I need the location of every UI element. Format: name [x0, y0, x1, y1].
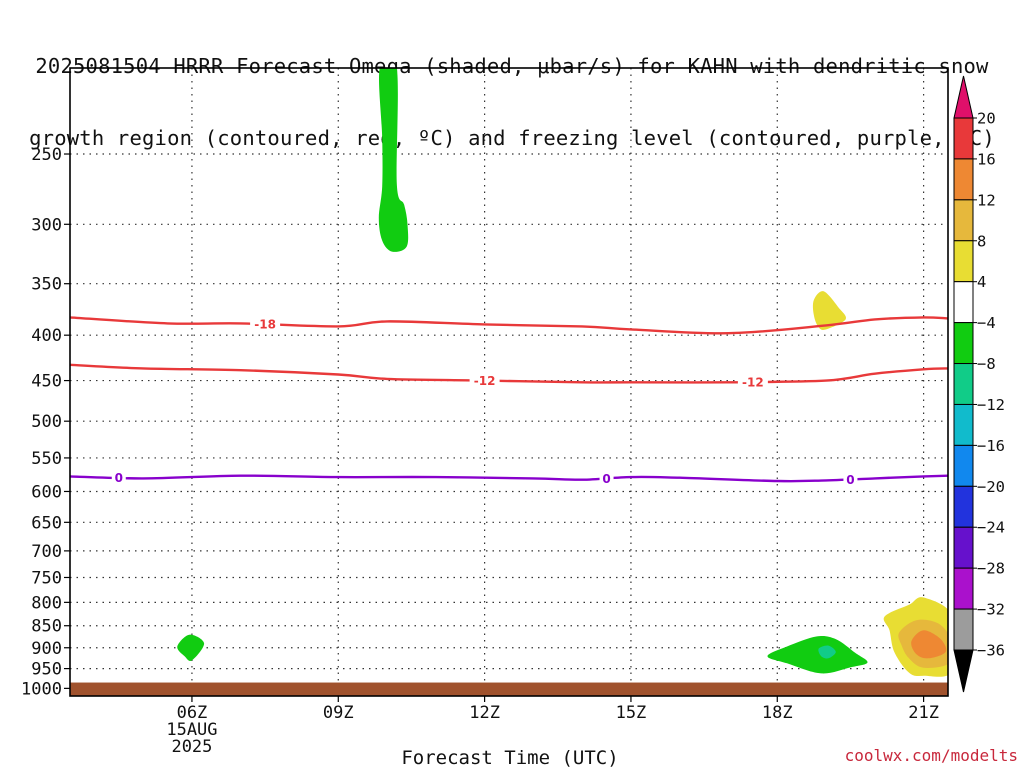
x-tick-label: 18Z: [762, 703, 793, 723]
title-line-1: 2025081504 HRRR Forecast Omega (shaded, …: [35, 54, 989, 78]
y-tick-label: 950: [31, 660, 62, 680]
colorbar-segment: [953, 281, 974, 324]
colorbar-segment: [953, 322, 974, 365]
contour-label: 0: [115, 471, 123, 485]
plot-frame: [69, 67, 949, 697]
colorbar-segment: [953, 117, 974, 160]
ground-surface: [70, 682, 948, 696]
colorbar-tick-label: −28: [977, 560, 1005, 578]
x-tick-sublabel: 15AUG: [166, 720, 217, 740]
omega-region-7: [911, 630, 947, 659]
colorbar: 20 16 12 8 4 −4 −8 −12 −16 −20 −24 −28 −32 −36: [953, 75, 1005, 693]
y-tick-label: 650: [31, 513, 62, 533]
colorbar-tick-label: 12: [977, 191, 996, 209]
chart-title: 2025081504 HRRR Forecast Omega (shaded, …: [0, 6, 1024, 174]
colorbar-top-arrow: [953, 75, 974, 119]
y-tick-label: 400: [31, 326, 62, 346]
y-tick-label: 1000: [21, 679, 62, 699]
x-tick-sublabel: 2025: [171, 737, 212, 757]
y-tick-label: 550: [31, 449, 62, 469]
x-tick-label: 12Z: [469, 703, 500, 723]
contour-label-bg: [250, 316, 281, 333]
contour-label-bg: [111, 469, 126, 486]
y-tick-label: 700: [31, 542, 62, 562]
x-tick-label: 06Z: [177, 703, 208, 723]
y-tick-label: 600: [31, 482, 62, 502]
colorbar-tick-label: −24: [977, 519, 1005, 537]
omega-region-4: [818, 645, 836, 659]
y-tick-label: 800: [31, 593, 62, 613]
contour--12: -12 -12: [70, 363, 948, 390]
plot-area: -18 -12 -12 0 0 0: [70, 68, 948, 696]
x-tick-label: 21Z: [908, 703, 939, 723]
contour-label: 0: [846, 473, 854, 487]
contour-label-bg: [469, 372, 500, 389]
colorbar-segment: [953, 240, 974, 283]
omega-region-2: [177, 634, 205, 661]
contour-label-bg: [843, 471, 858, 488]
contour-line: [70, 363, 948, 384]
colorbar-tick-label: −4: [977, 314, 996, 332]
colorbar-tick-label: −16: [977, 437, 1005, 455]
contour-line: [70, 316, 948, 335]
credit-link[interactable]: coolwx.com/modelts: [845, 746, 1018, 765]
colorbar-segment: [953, 485, 974, 528]
y-tick-label: 450: [31, 372, 62, 392]
contour-label: -12: [742, 375, 764, 389]
colorbar-segment: [953, 444, 974, 487]
x-axis-label: Forecast Time (UTC): [401, 747, 618, 768]
colorbar-segment: [953, 158, 974, 201]
y-tick-label: 750: [31, 568, 62, 588]
colorbar-tick-label: −20: [977, 478, 1005, 496]
y-tick-label: 850: [31, 617, 62, 637]
colorbar-segment: [953, 526, 974, 569]
y-tick-label: 350: [31, 275, 62, 295]
contour-line: [70, 474, 948, 483]
colorbar-tick-label: −12: [977, 396, 1005, 414]
y-tick-label: 250: [31, 145, 62, 165]
contour-label: -18: [254, 318, 276, 332]
colorbar-segment: [953, 199, 974, 242]
colorbar-tick-label: 4: [977, 273, 986, 291]
plot-inner: -18 -12 -12 0 0 0: [70, 68, 948, 696]
x-tick-label: 15Z: [616, 703, 647, 723]
colorbar-tick-label: −32: [977, 601, 1005, 619]
colorbar-tick-label: 20: [977, 110, 996, 128]
colorbar-segment: [953, 608, 974, 651]
contour-label: -12: [474, 374, 496, 388]
omega-region-3: [767, 635, 868, 674]
axes: 2503003504004505005506006507007508008509…: [21, 67, 949, 757]
contour--18: -18: [70, 316, 948, 335]
colorbar-bottom-arrow: [953, 649, 974, 693]
colorbar-tick-label: −8: [977, 355, 996, 373]
omega-region-1: [812, 291, 847, 330]
x-tick-label: 09Z: [323, 703, 354, 723]
contour-label: 0: [602, 472, 610, 486]
contour-label-bg: [737, 373, 768, 390]
omega-region-0: [378, 68, 409, 252]
y-tick-label: 300: [31, 215, 62, 235]
colorbar-segment: [953, 363, 974, 405]
contour-0: 0 0 0: [70, 469, 948, 488]
colorbar-tick-label: −36: [977, 642, 1005, 660]
colorbar-segment: [953, 403, 974, 446]
colorbar-tick-label: 16: [977, 150, 996, 168]
colorbar-tick-label: 8: [977, 232, 986, 250]
colorbar-segment: [953, 567, 974, 610]
y-tick-label: 500: [31, 412, 62, 432]
y-tick-label: 900: [31, 639, 62, 659]
contour-label-bg: [599, 470, 614, 487]
